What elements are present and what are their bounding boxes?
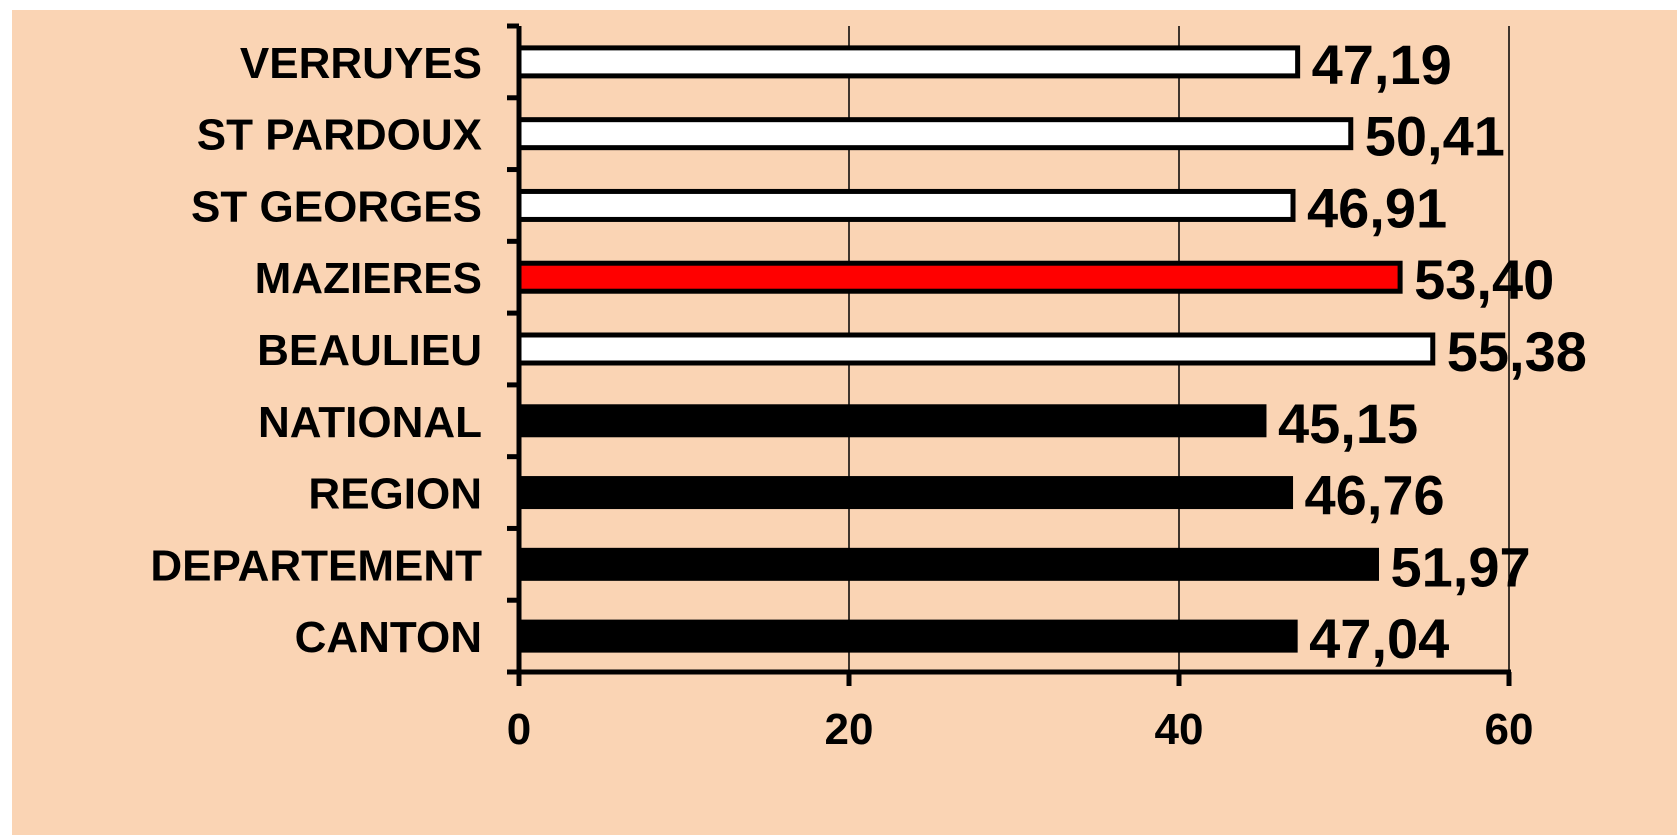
category-label-st-georges: ST GEORGES (191, 182, 482, 231)
value-label-canton: 47,04 (1309, 607, 1449, 670)
category-label-beaulieu: BEAULIEU (257, 326, 482, 375)
value-label-verruyes: 47,19 (1312, 33, 1452, 96)
bar-national (516, 404, 1267, 438)
bar-canton (516, 619, 1298, 653)
value-labels: 47,19 50,41 46,91 53,40 55,38 45,15 46,76 51,97… (1278, 33, 1587, 670)
category-label-region: REGION (308, 470, 482, 519)
x-tick-label-0: 0 (507, 705, 531, 754)
value-label-mazieres: 53,40 (1414, 248, 1554, 311)
bars (516, 45, 1436, 653)
value-label-region: 46,76 (1305, 464, 1445, 527)
category-label-verruyes: VERRUYES (240, 39, 482, 88)
value-label-st-pardoux: 50,41 (1365, 105, 1505, 168)
value-label-departement: 51,97 (1391, 535, 1531, 598)
bar-verruyes (516, 45, 1301, 79)
bar-departement (516, 547, 1380, 581)
bar-beaulieu (516, 332, 1436, 366)
bar-chart: VERRUYES ST PARDOUX ST GEORGES MAZIERES BEAU… (12, 10, 1677, 835)
chart-panel: VERRUYES ST PARDOUX ST GEORGES MAZIERES BEAU… (12, 10, 1677, 835)
category-label-st-pardoux: ST PARDOUX (197, 111, 482, 160)
category-label-canton: CANTON (295, 613, 482, 662)
x-tick-label-60: 60 (1485, 705, 1534, 754)
category-label-departement: DEPARTEMENT (150, 541, 482, 590)
x-tick-labels: 0 20 40 60 (507, 705, 1534, 754)
bar-region (516, 476, 1294, 510)
bar-st-georges (516, 188, 1296, 222)
value-label-st-georges: 46,91 (1307, 176, 1447, 239)
category-labels: VERRUYES ST PARDOUX ST GEORGES MAZIERES BEAU… (150, 39, 482, 662)
axes (507, 23, 1512, 686)
x-tick-label-20: 20 (825, 705, 874, 754)
x-tick-label-40: 40 (1155, 705, 1204, 754)
bar-mazieres (516, 260, 1403, 294)
value-label-national: 45,15 (1278, 392, 1418, 455)
category-label-national: NATIONAL (258, 398, 482, 447)
bar-st-pardoux (516, 117, 1354, 151)
category-label-mazieres: MAZIERES (255, 254, 482, 303)
value-label-beaulieu: 55,38 (1447, 320, 1587, 383)
